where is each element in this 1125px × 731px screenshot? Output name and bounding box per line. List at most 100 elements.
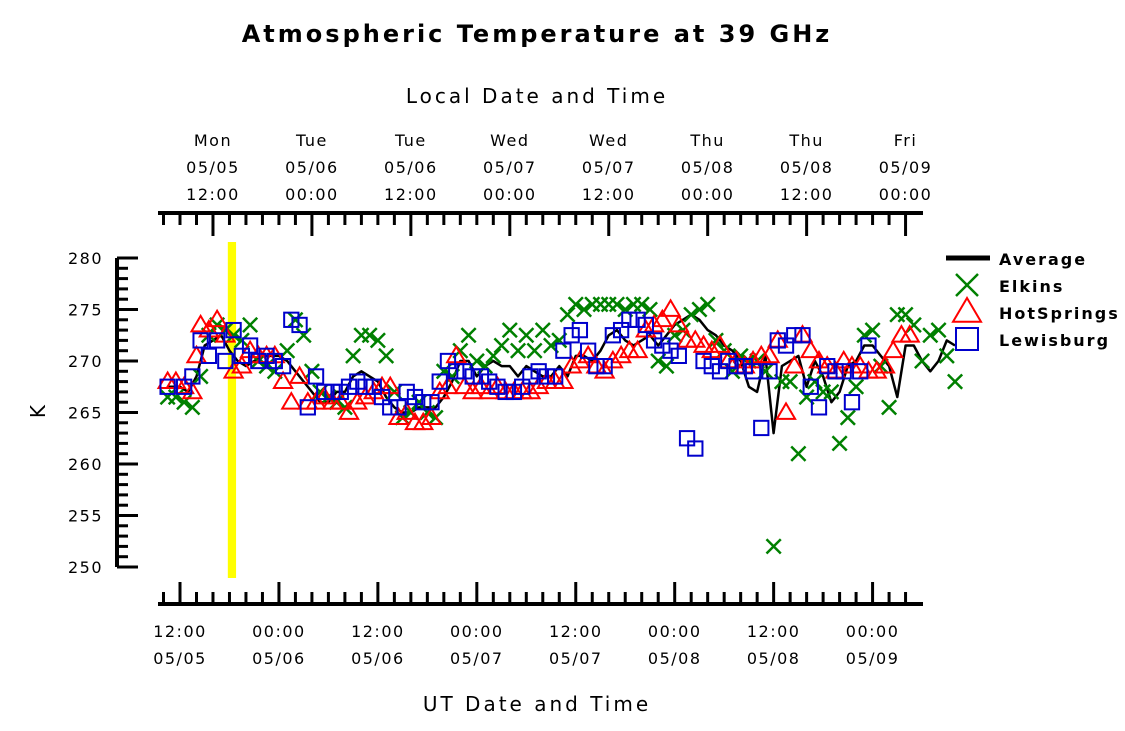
elkins-point [575, 301, 593, 318]
lewisburg-point [225, 321, 242, 339]
top-tick-date: 05/06 [384, 158, 438, 177]
hotsprings-point [420, 406, 443, 426]
lewisburg-point [579, 342, 597, 359]
lewisburg-point [472, 368, 490, 385]
bottom-tick-time: 00:00 [252, 622, 306, 641]
top-tick-time: 00:00 [681, 185, 735, 204]
lewisburg-point [316, 383, 333, 401]
hotsprings-point [437, 375, 459, 395]
highlight-rect [227, 242, 237, 578]
elkins-point [823, 383, 840, 400]
lewisburg-point [406, 388, 424, 406]
bottom-tick-date: 05/07 [549, 649, 603, 668]
hotsprings-point [329, 391, 352, 410]
hotsprings-point [593, 360, 616, 379]
lewisburg-point [670, 347, 687, 365]
lewisburg-point [835, 363, 852, 380]
bottom-tick-date: 05/06 [351, 649, 405, 668]
lewisburg-point [736, 358, 753, 375]
top-tick-day: Tue [295, 131, 328, 150]
elkins-point [510, 342, 527, 359]
hotsprings-point [272, 370, 294, 389]
elkins-point [345, 347, 362, 364]
elkins-point [233, 332, 250, 349]
bottom-tick-time: 00:00 [846, 622, 900, 641]
hotsprings-point [395, 401, 418, 420]
top-tick-time: 00:00 [483, 185, 537, 204]
top-tick-date: 05/08 [780, 158, 834, 177]
elkins-point [485, 347, 502, 364]
hotsprings-point [280, 391, 303, 410]
hotsprings-point [470, 375, 492, 395]
y-axis: 280 275 270 265 260 255 250 [68, 249, 138, 577]
hotsprings-point [354, 385, 377, 405]
lewisburg-point [464, 368, 481, 385]
elkins-point [691, 301, 708, 318]
lewisburg-point [332, 383, 349, 401]
top-tick-time: 00:00 [285, 185, 339, 204]
lewisburg-point [596, 358, 613, 375]
elkins-point [831, 435, 848, 452]
hotsprings-point [478, 380, 501, 400]
hotsprings-point [684, 329, 707, 348]
highlight-band [227, 242, 237, 578]
hotsprings-point [865, 360, 888, 379]
lewisburg-point [955, 327, 979, 351]
lewisburg-point [208, 332, 226, 349]
y-tick-label: 260 [68, 455, 103, 474]
lewisburg-point [555, 342, 572, 359]
elkins-point [295, 327, 312, 344]
top-tick-day: Wed [490, 131, 529, 150]
hotsprings-point [874, 355, 896, 374]
hotsprings-point [709, 334, 731, 353]
lewisburg-point [489, 378, 506, 395]
lewisburg-point [802, 378, 819, 395]
y-axis-title: K [26, 402, 50, 418]
lewisburg-point [431, 373, 448, 390]
top-tick-day: Wed [589, 131, 628, 150]
hotsprings-point [338, 401, 360, 420]
lewisburg-point [546, 368, 564, 385]
lewisburg-point [662, 342, 679, 359]
elkins-point [782, 373, 799, 390]
legend-label-hotsprings: HotSprings [999, 304, 1120, 323]
bottom-tick-date: 05/08 [747, 649, 801, 668]
lewisburg-point [588, 358, 605, 375]
lewisburg-point [703, 358, 720, 375]
elkins-point [493, 337, 510, 354]
elkins-point [534, 322, 551, 339]
lewisburg-point [423, 394, 440, 411]
hotsprings-point [832, 349, 855, 369]
elkins-point [839, 409, 856, 426]
lewisburg-point [810, 399, 828, 416]
bottom-axis: 12:00 05/05 00:00 05/06 12:00 05/06 00:00 05/07… [153, 582, 923, 668]
elkins-point [608, 296, 626, 313]
elkins-point [242, 316, 259, 333]
lewisburg-point [382, 399, 399, 416]
elkins-point [674, 322, 691, 339]
lewisburg-point [786, 327, 803, 344]
lewisburg-point [274, 358, 292, 375]
lewisburg-point [769, 332, 786, 349]
elkins-point [905, 316, 922, 333]
lewisburg-point [373, 388, 391, 406]
lewisburg-point [415, 394, 432, 411]
top-tick-time: 12:00 [186, 185, 240, 204]
top-tick-date: 05/09 [879, 158, 933, 177]
hotsprings-point [951, 296, 983, 323]
bottom-tick-time: 12:00 [351, 622, 405, 641]
hotsprings-point [189, 313, 212, 333]
lewisburg-point [184, 368, 201, 385]
hotsprings-point [758, 344, 781, 364]
elkins-point [460, 327, 477, 344]
lewisburg-point [794, 327, 811, 344]
series-lewisburg [159, 311, 877, 457]
lewisburg-point [852, 363, 869, 380]
lewisburg-point [324, 383, 341, 401]
hotsprings-point [346, 391, 369, 410]
elkins-point [567, 296, 584, 313]
hotsprings-point [799, 339, 822, 359]
lewisburg-point [654, 337, 671, 354]
hotsprings-point [379, 375, 402, 395]
lewisburg-point [266, 352, 283, 370]
